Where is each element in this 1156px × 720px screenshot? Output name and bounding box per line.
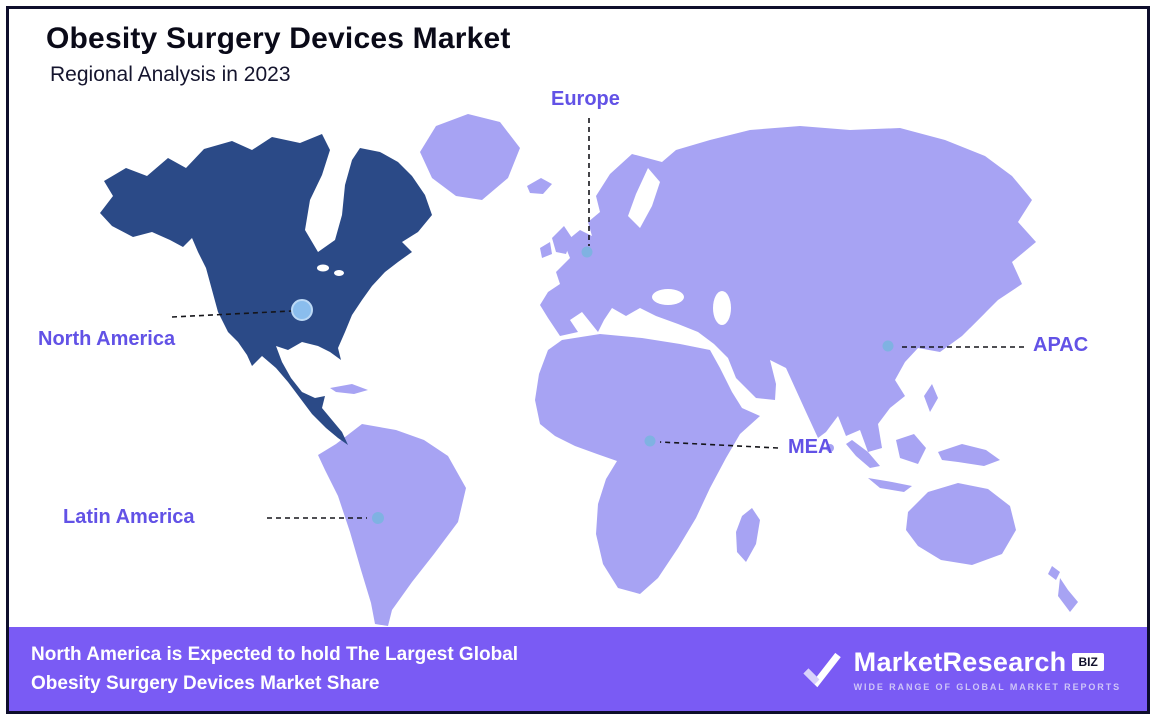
region-label-apac: APAC <box>1033 334 1089 356</box>
page-subtitle: Regional Analysis in 2023 <box>50 63 291 86</box>
page-title: Obesity Surgery Devices Market <box>46 22 511 55</box>
marker-europe <box>581 246 593 258</box>
marker-apac <box>882 340 894 352</box>
africa-region <box>535 334 760 594</box>
marker-north-america <box>291 299 313 321</box>
caspian-sea <box>713 291 731 325</box>
sri-lanka-island <box>826 444 834 452</box>
banner-line-2: Obesity Surgery Devices Market Share <box>31 673 380 694</box>
logo-check-icon <box>803 652 841 688</box>
greenland-region <box>420 114 520 200</box>
logo-biz-badge: BIZ <box>1072 653 1104 671</box>
marker-mea <box>644 435 656 447</box>
australia-region <box>906 483 1016 565</box>
leader-line-mea <box>659 441 779 449</box>
marker-latin-america <box>372 512 384 524</box>
great-lakes-east <box>334 270 344 276</box>
banner-text: North America is Expected to hold The La… <box>31 640 518 698</box>
logo-tagline: WIDE RANGE OF GLOBAL MARKET REPORTS <box>853 681 1121 692</box>
leader-line-north-america <box>171 310 293 318</box>
great-lakes <box>317 264 329 272</box>
bottom-banner: North America is Expected to hold The La… <box>9 627 1147 711</box>
new-zealand-islands <box>1048 566 1078 612</box>
indonesia-islands <box>846 384 938 492</box>
header: Obesity Surgery Devices Market Regional … <box>46 22 511 87</box>
eurasia-region <box>540 126 1036 452</box>
madagascar-island <box>736 508 760 562</box>
logo-text-block: MarketResearch BIZ WIDE RANGE OF GLOBAL … <box>854 647 1121 692</box>
region-label-mea: MEA <box>788 436 833 458</box>
region-label-europe: Europe <box>551 88 620 110</box>
new-guinea-island <box>938 444 1000 466</box>
logo-text-row: MarketResearch BIZ <box>854 647 1121 678</box>
north-america-region <box>100 134 432 445</box>
japan-islands <box>962 290 998 328</box>
british-isles <box>527 178 572 258</box>
black-sea <box>652 289 684 305</box>
south-america-region <box>318 424 466 626</box>
region-label-latin-america: Latin America <box>63 506 195 528</box>
logo-name: MarketResearch <box>853 646 1067 677</box>
region-label-north-america: North America <box>38 328 176 350</box>
brand-logo: MarketResearch BIZ WIDE RANGE OF GLOBAL … <box>802 647 1127 692</box>
banner-line-1: North America is Expected to hold The La… <box>31 644 519 665</box>
baltic-sea <box>628 168 660 228</box>
caribbean-islands <box>330 384 368 394</box>
